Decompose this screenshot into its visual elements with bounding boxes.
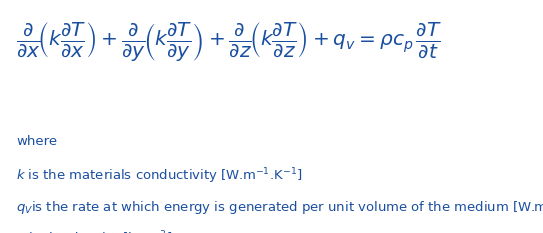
Text: $\rho$ is the density [kg.m$^{3}$]: $\rho$ is the density [kg.m$^{3}$] xyxy=(16,230,173,233)
Text: $q_V$is the rate at which energy is generated per unit volume of the medium [W.m: $q_V$is the rate at which energy is gene… xyxy=(16,198,543,218)
Text: where: where xyxy=(16,135,58,148)
Text: $k$ is the materials conductivity [W.m$^{-1}$.K$^{-1}$]: $k$ is the materials conductivity [W.m$^… xyxy=(16,167,302,186)
Text: $\dfrac{\partial}{\partial x}\!\left(k\dfrac{\partial T}{\partial x}\right) + \d: $\dfrac{\partial}{\partial x}\!\left(k\d… xyxy=(16,21,442,63)
